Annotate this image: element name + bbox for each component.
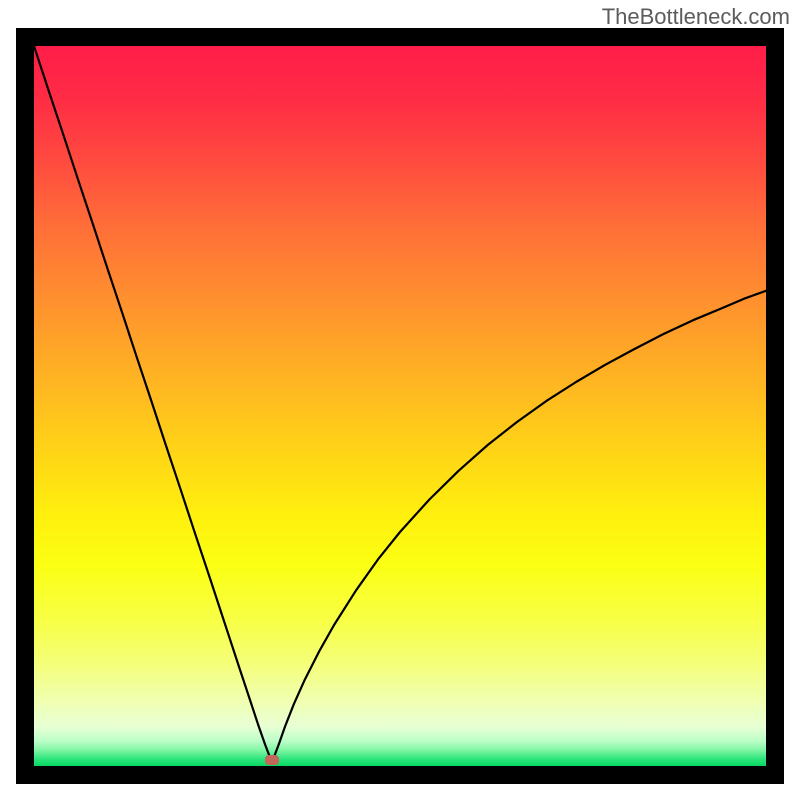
bottleneck-curve: [34, 46, 766, 766]
plot-frame: [16, 28, 784, 784]
watermark-text: TheBottleneck.com: [602, 4, 790, 30]
chart-container: TheBottleneck.com: [0, 0, 800, 800]
optimum-marker: [265, 755, 279, 765]
